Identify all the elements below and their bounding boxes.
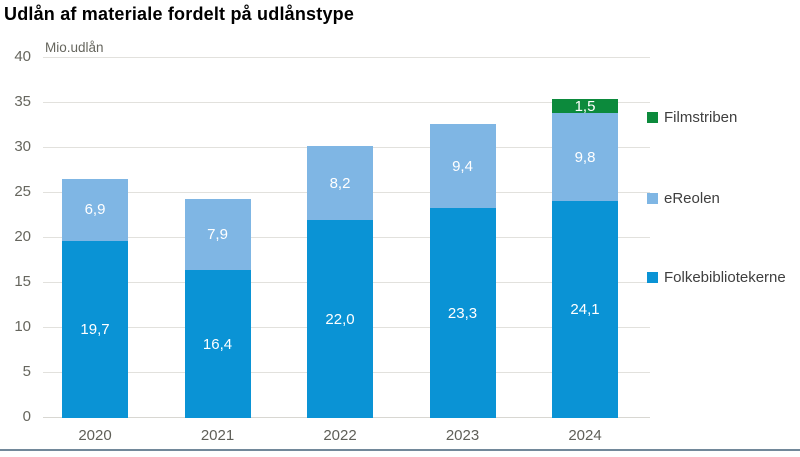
bar-segment-folkebibliotekerne-2022: 22,0 — [307, 220, 373, 418]
y-tick-label-30: 30 — [14, 138, 31, 155]
bar-value-label: 24,1 — [570, 301, 600, 319]
bar-segment-ereolen-2021: 7,9 — [184, 199, 251, 271]
y-axis-unit-label: Mio.udlån — [45, 40, 104, 55]
legend-label: eReolen — [664, 190, 720, 207]
x-tick-label-2020: 2020 — [78, 427, 112, 444]
legend-label: Filmstriben — [664, 109, 738, 126]
x-tick-label-2024: 2024 — [568, 427, 602, 444]
x-tick-label-2021: 2021 — [200, 427, 235, 444]
y-tick-label-15: 15 — [14, 273, 31, 290]
legend-item-folkebibliotekerne: Folkebibliotekerne — [647, 269, 786, 286]
legend-label: Folkebibliotekerne — [664, 269, 786, 286]
bar-2023: 23,3 9,4 — [429, 123, 496, 418]
legend-swatch-icon — [647, 193, 658, 204]
legend-swatch-icon — [647, 112, 658, 123]
x-tick-label-2023: 2023 — [445, 427, 480, 444]
y-tick-label-10: 10 — [14, 318, 31, 335]
bar-value-label: 7,9 — [207, 226, 228, 244]
y-tick-label-40: 40 — [14, 48, 31, 65]
bar-segment-ereolen-2024: 9,8 — [552, 112, 618, 202]
y-tick-label-20: 20 — [14, 228, 31, 245]
gridline-y-40 — [43, 57, 650, 58]
bar-value-label: 22,0 — [325, 310, 355, 328]
bottom-divider — [0, 449, 800, 451]
bar-2024: 24,1 9,8 1,5 — [552, 97, 618, 418]
bar-value-label: 9,4 — [452, 157, 473, 175]
bar-segment-filmstriben-2024: 1,5 — [552, 97, 618, 115]
bar-segment-folkebibliotekerne-2023: 23,3 — [429, 208, 496, 418]
bar-2020: 19,7 6,9 — [62, 178, 128, 418]
bar-segment-folkebibliotekerne-2024: 24,1 — [552, 201, 618, 418]
legend-swatch-icon — [647, 272, 658, 283]
bar-value-label: 6,9 — [84, 201, 106, 219]
bar-2021: 16,4 7,9 — [184, 199, 251, 418]
legend-item-filmstriben: Filmstriben — [647, 109, 737, 126]
chart-title: Udlån af materiale fordelt på udlånstype — [4, 4, 355, 24]
plot-area: 19,7 6,9 16,4 7,9 22,0 8,2 23,3 9,4 24,1 9,8 1,5 — [43, 57, 650, 418]
y-tick-label-25: 25 — [14, 183, 31, 200]
bar-segment-ereolen-2020: 6,9 — [62, 178, 128, 241]
x-tick-label-2022: 2022 — [323, 427, 357, 444]
legend-item-ereolen: eReolen — [647, 190, 720, 207]
bar-value-label: 19,7 — [80, 320, 110, 338]
bar-segment-ereolen-2023: 9,4 — [429, 123, 496, 209]
y-tick-label-35: 35 — [14, 93, 31, 110]
bar-segment-folkebibliotekerne-2020: 19,7 — [62, 240, 128, 418]
bar-value-label: 1,5 — [574, 97, 596, 115]
bar-value-label: 8,2 — [329, 174, 351, 192]
bar-2022: 22,0 8,2 — [307, 146, 373, 418]
bar-segment-ereolen-2022: 8,2 — [307, 146, 373, 220]
bar-value-label: 9,8 — [574, 148, 596, 166]
bar-value-label: 16,4 — [202, 335, 233, 353]
bar-segment-folkebibliotekerne-2021: 16,4 — [184, 270, 251, 418]
bar-value-label: 23,3 — [447, 304, 478, 322]
y-tick-label-0: 0 — [22, 408, 31, 425]
gridline-y-35 — [43, 102, 650, 103]
y-tick-label-5: 5 — [22, 363, 31, 380]
